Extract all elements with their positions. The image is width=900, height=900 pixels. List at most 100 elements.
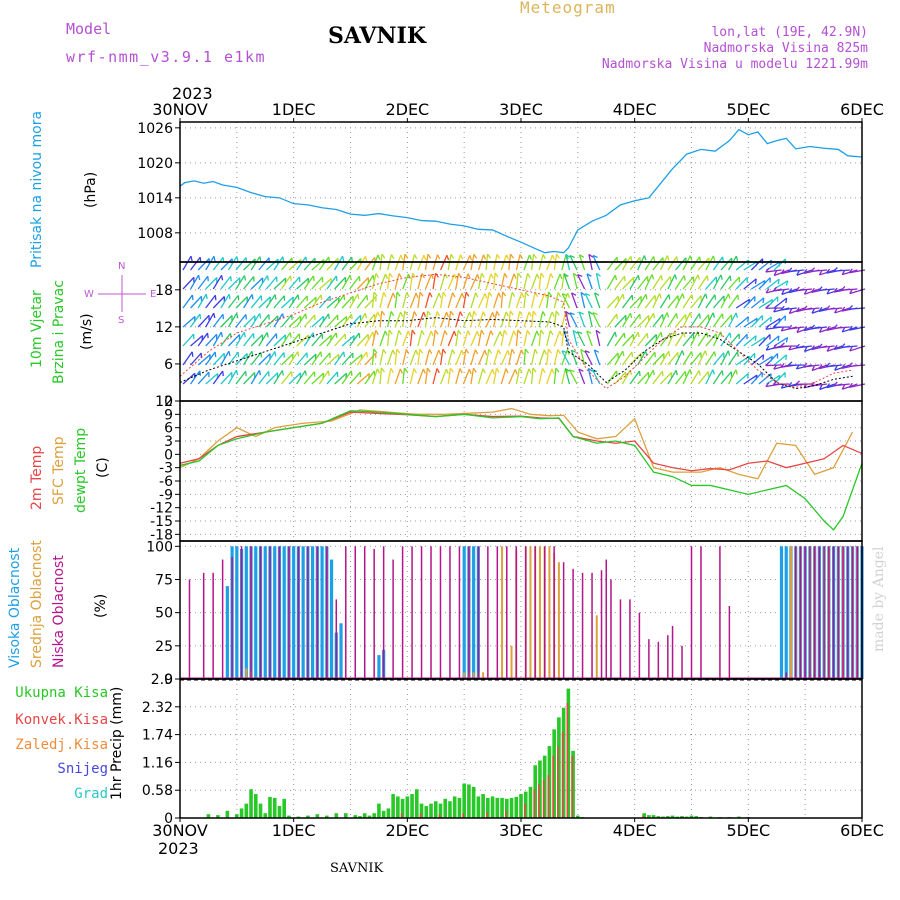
cloud-bar-2 (430, 546, 432, 679)
wind-barb (364, 331, 374, 347)
wind-barb-flag (849, 289, 853, 295)
wind-barb (386, 349, 394, 366)
wind-barb (743, 260, 758, 271)
wind-barb-flag (698, 370, 701, 376)
wind-barb (455, 311, 461, 328)
wind-barb-flag (490, 330, 494, 336)
wind-barb-flag (833, 381, 838, 387)
cloud-bar-1 (595, 615, 598, 679)
wind-barb (273, 295, 285, 309)
cloud-bar-2 (813, 546, 816, 679)
precip-bar-0 (306, 815, 310, 818)
wind-barb-flag (436, 254, 441, 260)
wind-barb-flag (214, 351, 217, 358)
wind-barb (629, 370, 641, 385)
ytick-label-cloud: 25 (155, 639, 173, 655)
wind-barb (182, 333, 195, 347)
wind-barb (364, 274, 374, 290)
precip-bar-0 (216, 815, 220, 818)
wind-barb-flag (653, 256, 656, 262)
wind-barb-flag (623, 332, 626, 339)
wind-barb (667, 274, 676, 290)
wind-barb-flag (803, 346, 808, 352)
station-altitude: Nadmorska Visina 825m (703, 41, 868, 56)
wind-barb (758, 298, 773, 309)
wind-barb (644, 351, 656, 366)
wind-barb (258, 332, 268, 347)
wind-barb (652, 275, 662, 290)
wind-barb (311, 259, 325, 271)
wind-barb-flag (569, 255, 575, 259)
wind-barb (281, 353, 294, 366)
wind-barb-flag (482, 311, 486, 317)
wind-barb-flag (199, 313, 202, 320)
wind-barb-flag (407, 273, 411, 279)
wind-barb (250, 313, 261, 328)
wind-barb-flag (584, 350, 590, 354)
wind-barb-flag (772, 286, 778, 292)
ytick-label-precip: 2.32 (142, 700, 173, 716)
lonlat: lon,lat (19E, 42.9N) (711, 25, 868, 40)
wind-barb-flag (480, 329, 485, 335)
wind-barb (205, 294, 216, 309)
wind-barb (371, 292, 375, 309)
wind-barb (220, 258, 233, 271)
wind-barb-flag (389, 272, 393, 278)
wind-barb-flag (444, 273, 448, 279)
wind-barb (424, 273, 433, 290)
cloud-bar-2 (439, 546, 442, 679)
xtick-top-label: 5DEC (726, 100, 770, 119)
wind-barb (833, 326, 850, 330)
wind-barb (440, 349, 444, 366)
wind-barb-flag (689, 255, 693, 261)
wind-barb-flag (419, 291, 424, 297)
precip-bar-0 (533, 765, 538, 818)
wind-barb (546, 330, 551, 347)
wind-barb-flag (555, 367, 560, 373)
wind-barb-flag (569, 312, 575, 316)
wind-barb (273, 313, 284, 328)
wind-barb-flag (544, 292, 548, 298)
wind-barb-flag (398, 330, 402, 336)
wind-barb-flag (428, 349, 433, 355)
precip-bar-0 (225, 810, 230, 818)
wind-barb-flag (681, 350, 685, 356)
wind-barb-flag (587, 367, 593, 372)
cloud-bar-2 (823, 546, 825, 679)
ytick-label-wind: 12 (155, 320, 173, 336)
wind-barb-flag (773, 364, 778, 370)
wind-barb (750, 297, 765, 309)
wind-barb-flag (579, 254, 585, 258)
wind-barb-flag (473, 310, 477, 316)
wind-barb (318, 370, 329, 385)
wind-barb-flag (475, 292, 479, 298)
wind-barb (659, 255, 668, 271)
wind-barb-flag (729, 332, 732, 338)
wind-barb (508, 311, 511, 328)
wind-barb (697, 314, 710, 328)
wind-barb (728, 333, 740, 347)
cloud-bar-2 (657, 641, 660, 679)
cloud-bar-1 (789, 546, 792, 679)
wind-barb-flag (465, 291, 470, 297)
wind-barb-flag (833, 324, 838, 329)
wind-barb (621, 255, 632, 271)
wind-barb (394, 330, 400, 347)
compass-north: N (118, 261, 126, 272)
precip-bar-0 (448, 801, 452, 818)
wind-barb-flag (841, 327, 846, 333)
wind-barb (205, 277, 218, 290)
cloud-bar-2 (847, 546, 849, 679)
wind-barb-flag (826, 325, 831, 331)
wind-barb (243, 315, 256, 328)
wind-barb (614, 314, 627, 328)
wind-barb-flag (588, 310, 594, 315)
wind-barb-flag (818, 343, 823, 349)
wind-barb-flag (762, 354, 765, 360)
wind-barb (773, 354, 787, 366)
wind-barb (379, 311, 383, 328)
wind-barb-flag (592, 254, 598, 259)
wind-barb (538, 311, 544, 328)
wind-barb-flag (737, 294, 740, 300)
precip-bar-0 (362, 813, 367, 818)
